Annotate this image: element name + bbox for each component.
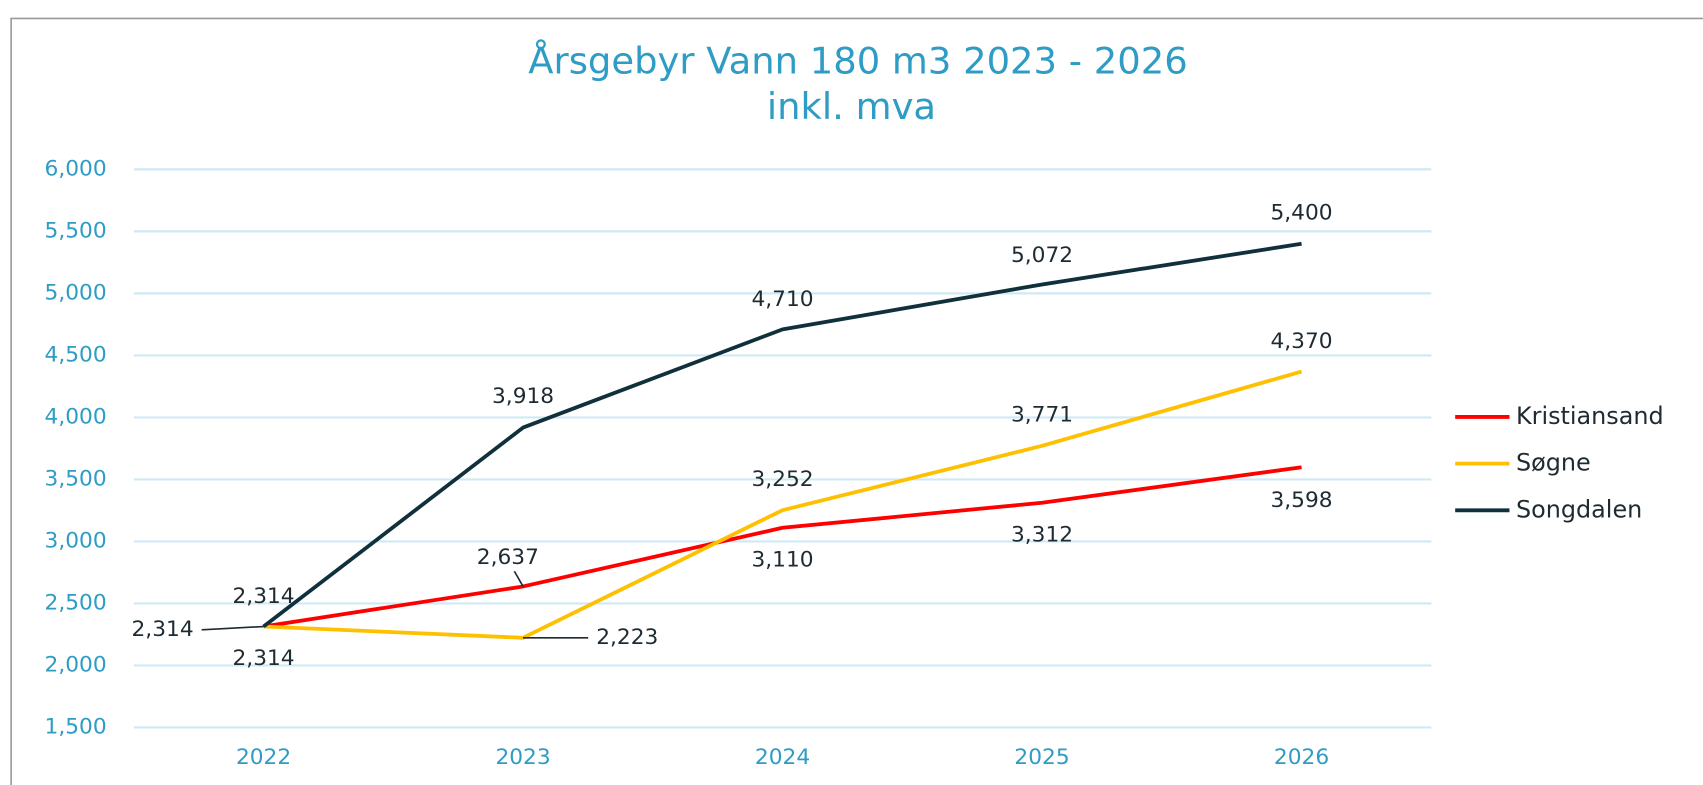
chart-subtitle: inkl. mva <box>767 85 936 128</box>
data-label: 2,637 <box>477 545 539 570</box>
series-line <box>263 465 1302 629</box>
y-tick-label: 2,500 <box>45 590 107 615</box>
data-label: 3,252 <box>751 467 813 492</box>
data-label: 3,312 <box>1011 522 1073 547</box>
legend-label: Songdalen <box>1516 495 1642 523</box>
x-tick-label: 2026 <box>1274 745 1329 770</box>
data-label: 3,918 <box>492 384 554 409</box>
x-tick-label: 2022 <box>236 745 291 770</box>
data-label: 2,223 <box>596 625 658 650</box>
chart-frame <box>10 17 1703 785</box>
data-label: 2,314 <box>232 646 294 671</box>
leader-line <box>201 625 264 631</box>
x-tick-label: 2025 <box>1014 745 1069 770</box>
data-label: 4,710 <box>751 287 813 312</box>
y-tick-label: 1,500 <box>45 714 107 739</box>
y-tick-label: 5,500 <box>45 218 107 243</box>
data-label: 5,072 <box>1011 243 1073 268</box>
y-tick-label: 2,000 <box>45 652 107 677</box>
series-line <box>263 369 1303 640</box>
y-tick-label: 6,000 <box>45 156 107 181</box>
legend-label: Kristiansand <box>1516 402 1664 430</box>
series-line <box>262 241 1302 629</box>
x-tick-label: 2024 <box>755 745 810 770</box>
data-label: 2,314 <box>232 584 294 609</box>
y-tick-label: 3,000 <box>45 528 107 553</box>
y-tick-label: 4,000 <box>45 404 107 429</box>
x-tick-label: 2023 <box>495 745 550 770</box>
data-label: 3,598 <box>1270 488 1332 513</box>
y-tick-label: 4,500 <box>45 342 107 367</box>
data-label: 5,400 <box>1270 200 1332 225</box>
legend-label: Søgne <box>1516 449 1591 477</box>
y-tick-label: 5,000 <box>45 280 107 305</box>
data-label: 3,110 <box>751 547 813 572</box>
data-label: 2,314 <box>132 617 194 642</box>
y-tick-label: 3,500 <box>45 466 107 491</box>
leader-line <box>513 570 524 587</box>
data-label: 3,771 <box>1011 402 1073 427</box>
chart-title: Årsgebyr Vann 180 m3 2023 - 2026 <box>528 38 1187 82</box>
data-label: 4,370 <box>1270 329 1332 354</box>
